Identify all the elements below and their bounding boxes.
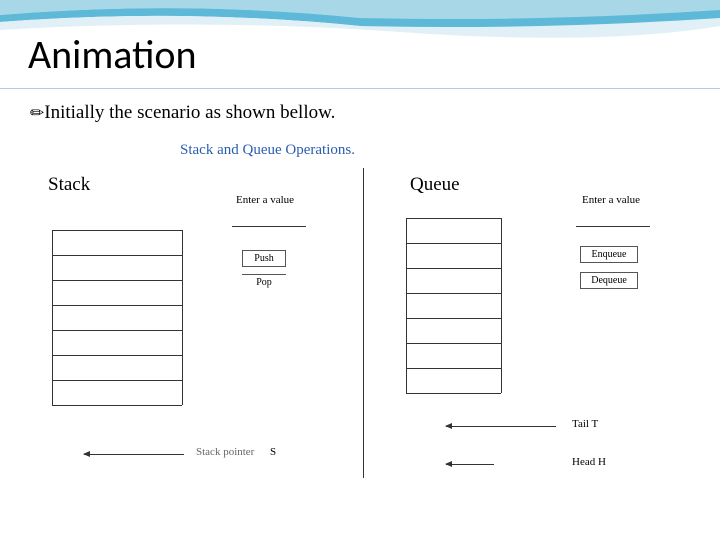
stack-input-label: Enter a value — [236, 194, 294, 206]
queue-input-underline — [576, 226, 650, 227]
queue-slot-line — [406, 293, 501, 294]
diagram-title: Stack and Queue Operations. — [180, 142, 355, 159]
queue-slot-line — [406, 268, 501, 269]
queue-slot-line — [406, 218, 501, 219]
queue-slot-line — [406, 343, 501, 344]
stack-slot-line — [52, 355, 182, 356]
queue-slot-line — [406, 243, 501, 244]
bullet-symbol: ✏ — [30, 104, 44, 123]
head-arrow — [446, 464, 494, 465]
stack-pointer-arrow — [84, 454, 184, 455]
queue-col-left — [406, 218, 407, 393]
tail-label: Tail T — [572, 418, 598, 430]
enqueue-button[interactable]: Enqueue — [580, 246, 638, 263]
slide-title: Animation — [28, 30, 196, 79]
dequeue-button[interactable]: Dequeue — [580, 272, 638, 289]
queue-slot-line — [406, 393, 501, 394]
pop-button[interactable]: Pop — [242, 274, 286, 290]
stack-slot-line — [52, 380, 182, 381]
stack-slot-line — [52, 230, 182, 231]
head-label: Head H — [572, 456, 606, 468]
stack-slot-line — [52, 405, 182, 406]
queue-label: Queue — [410, 174, 460, 196]
bullet-line: ✏Initially the scenario as shown bellow. — [30, 102, 335, 124]
title-underline — [0, 88, 720, 89]
stack-slot-line — [52, 305, 182, 306]
stack-col-right — [182, 230, 183, 405]
diagram-embed: Stack and Queue Operations. Stack Enter … — [48, 140, 672, 520]
stack-pointer-label: Stack pointer — [196, 446, 254, 458]
queue-col-right — [501, 218, 502, 393]
queue-slot-line — [406, 368, 501, 369]
center-divider — [363, 168, 364, 478]
push-button[interactable]: Push — [242, 250, 286, 267]
stack-col-left — [52, 230, 53, 405]
stack-input-underline — [232, 226, 306, 227]
tail-arrow — [446, 426, 556, 427]
queue-input-label: Enter a value — [582, 194, 640, 206]
stack-pointer-value: S — [270, 446, 276, 458]
stack-slot-line — [52, 255, 182, 256]
stack-label: Stack — [48, 174, 90, 196]
bullet-text: Initially the scenario as shown bellow. — [44, 102, 335, 123]
queue-slot-line — [406, 318, 501, 319]
stack-slot-line — [52, 330, 182, 331]
stack-slot-line — [52, 280, 182, 281]
